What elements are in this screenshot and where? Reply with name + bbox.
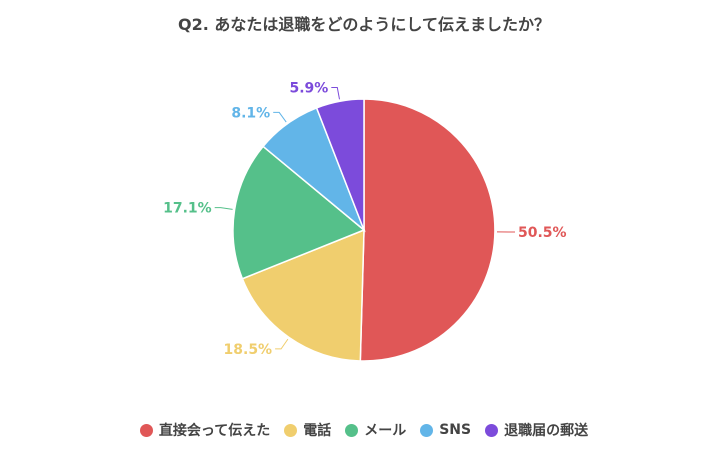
legend-label: 電話 (303, 423, 332, 439)
legend-swatch (284, 423, 298, 437)
data-label: 50.5% (518, 225, 567, 241)
legend-swatch (485, 423, 499, 437)
legend-item: SNS (420, 422, 471, 438)
leader-line (214, 207, 233, 210)
pie-slice (232, 145, 366, 280)
leader-line (273, 111, 287, 123)
legend-item: 直接会って伝えた (139, 420, 271, 440)
legend-label: メール (364, 423, 407, 439)
legend-label: 直接会って伝えた (158, 423, 271, 439)
chart-title: Q2. あなたは退職をどのようにして伝えましたか？ (178, 15, 550, 34)
leader-line (331, 87, 340, 100)
pie-slice (359, 98, 496, 362)
pie-slice (241, 228, 365, 362)
legend-item: 電話 (284, 420, 331, 440)
legend-item: メール (345, 420, 406, 440)
legend-item: 退職届の郵送 (485, 420, 588, 440)
data-label: 18.5% (224, 342, 273, 358)
legend-label: 退職届の郵送 (504, 423, 589, 439)
leader-line (275, 338, 289, 350)
data-label: 17.1% (163, 201, 212, 217)
legend: 直接会って伝えた 電話 メール SNS 退職届の郵送 (0, 420, 728, 440)
legend-label: SNS (439, 422, 472, 438)
legend-swatch (345, 423, 359, 437)
legend-swatch (139, 423, 153, 437)
data-label: 5.9% (289, 81, 328, 97)
legend-swatch (420, 423, 434, 437)
pie-slice (315, 98, 365, 231)
data-label: 8.1% (231, 105, 270, 121)
